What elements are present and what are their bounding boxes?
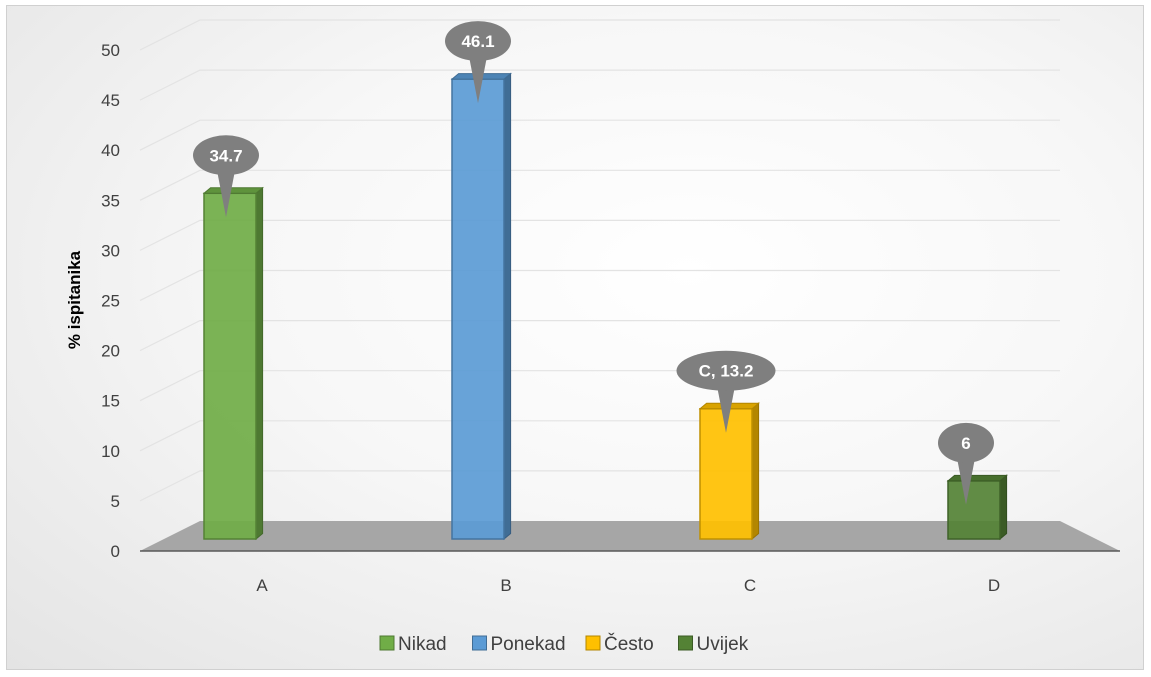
callout-pointer [716, 380, 736, 433]
legend-swatch [472, 635, 487, 651]
data-label: 6 [961, 434, 970, 453]
bar-front-face [947, 480, 1001, 540]
y-axis-title: % ispitanika [65, 250, 84, 349]
chart-floor [140, 521, 1120, 552]
gridline [139, 370, 1060, 402]
bar-front-face [451, 78, 505, 540]
gridline [139, 269, 1060, 302]
data-label: 34.7 [209, 146, 242, 165]
data-label-callout: C, 13.2 [676, 350, 776, 433]
gridline [139, 420, 1060, 452]
callout-pointer [956, 452, 976, 505]
legend: Nikad Ponekad Često Uvijek [379, 633, 749, 655]
legend-label: Nikad [398, 634, 447, 655]
y-tick-label: 20 [101, 342, 120, 361]
y-tick-label: 0 [111, 542, 120, 561]
legend-swatch [585, 635, 601, 651]
gridlines [139, 19, 1060, 502]
bar-side-face [751, 402, 760, 541]
data-label-callout: 6 [938, 422, 994, 505]
y-tick-label: 25 [101, 292, 120, 311]
bar-top-face [946, 474, 1008, 482]
x-tick-label: A [256, 576, 268, 595]
legend-label: Ponekad [491, 634, 566, 655]
data-labels: 34.7 46.1 C, 13.2 6 [193, 21, 994, 505]
y-tick-label: 40 [101, 141, 120, 160]
bar-B [450, 72, 512, 541]
callout-bubble [676, 350, 776, 391]
gridline [139, 19, 1060, 51]
y-axis: 0 5 10 15 20 25 30 35 40 45 50 [101, 41, 120, 561]
gridline [139, 69, 1060, 101]
callout-bubble [938, 422, 994, 463]
bar-side-face [999, 474, 1008, 541]
y-tick-label: 30 [101, 241, 120, 260]
bar-side-face [255, 186, 264, 541]
legend-label: Uvijek [697, 634, 749, 655]
floor-plane [140, 521, 1120, 551]
data-label-callout: 34.7 [193, 135, 259, 218]
chart-area [6, 5, 1144, 670]
x-tick-label: C [744, 576, 756, 595]
legend-swatch [379, 635, 395, 651]
gridline [139, 119, 1060, 151]
x-tick-label: B [500, 576, 511, 595]
gridline [139, 470, 1060, 502]
x-axis: A B C D [256, 576, 1000, 595]
gridline [139, 219, 1060, 251]
bar-front-face [203, 192, 257, 540]
bar-D [946, 474, 1008, 541]
legend-swatch [678, 635, 693, 651]
bar-top-face [202, 187, 264, 194]
bars [202, 72, 1008, 541]
bar-side-face [503, 72, 512, 541]
callout-pointer [468, 51, 488, 104]
callout-pointer [216, 165, 236, 218]
legend-item: Uvijek [678, 634, 749, 655]
legend-item: Nikad [379, 634, 447, 655]
y-tick-label: 5 [111, 492, 120, 511]
legend-label: Često [604, 633, 654, 655]
data-label: C, 13.2 [699, 362, 754, 381]
data-label-callout: 46.1 [445, 21, 511, 104]
callout-bubble [193, 135, 259, 176]
gridline [139, 320, 1060, 352]
bar-C [698, 402, 760, 541]
x-tick-label: D [988, 576, 1000, 595]
y-tick-label: 10 [101, 442, 120, 461]
y-tick-label: 15 [101, 392, 120, 411]
gridline [139, 169, 1060, 201]
legend-item: Često [585, 633, 654, 655]
y-tick-label: 45 [101, 91, 120, 110]
y-tick-label: 50 [101, 41, 120, 60]
bar-A [202, 186, 264, 541]
y-tick-label: 35 [101, 191, 120, 210]
legend-item: Ponekad [472, 634, 566, 655]
callout-bubble [445, 21, 511, 62]
data-label: 46.1 [461, 32, 494, 51]
